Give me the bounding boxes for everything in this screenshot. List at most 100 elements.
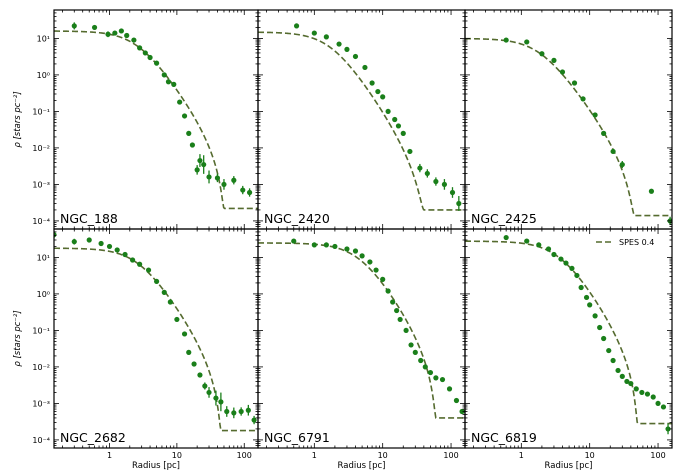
panel-name: NGC_2425	[471, 211, 537, 226]
point-marker	[137, 45, 143, 51]
point-marker	[569, 265, 575, 271]
data-point	[624, 378, 630, 385]
point-marker	[427, 369, 434, 376]
data-point	[563, 260, 569, 266]
point-marker	[433, 375, 439, 381]
point-marker	[601, 130, 607, 136]
data-point	[336, 41, 342, 47]
data-point	[231, 407, 237, 419]
data-point	[375, 88, 381, 95]
point-marker	[359, 253, 365, 259]
data-point	[390, 299, 396, 305]
y-tick-label: 10⁻³	[32, 399, 50, 408]
panel-ngc-2682: 10⁻⁴ 10⁻³ 10⁻² 10⁻¹ 10⁰ 10¹ 1 10 100 Radius [pc] ρ…	[13, 228, 259, 471]
data-point	[551, 251, 557, 258]
panel-name: NGC_6819	[471, 430, 537, 445]
y-tick-label: 10⁻²	[32, 144, 50, 153]
point-marker	[105, 31, 111, 37]
panel-frame	[257, 9, 466, 230]
point-marker	[129, 257, 136, 263]
point-marker	[551, 57, 557, 63]
data-point	[161, 72, 167, 78]
point-marker	[407, 148, 413, 155]
point-marker	[551, 251, 557, 258]
point-marker	[559, 69, 566, 75]
data-point	[574, 272, 580, 279]
data-point	[362, 64, 368, 71]
data-point	[424, 169, 430, 178]
data-point	[206, 170, 212, 184]
point-marker	[161, 72, 167, 78]
point-marker	[142, 50, 148, 56]
point-marker	[231, 410, 237, 416]
data-point	[606, 347, 612, 354]
point-marker	[181, 113, 188, 119]
panel-name: NGC_188	[60, 211, 118, 226]
x-axis-label: Radius [pc]	[132, 461, 180, 471]
data-point	[639, 389, 645, 396]
point-marker	[213, 395, 219, 401]
x-tick-label: 10	[172, 451, 182, 460]
point-marker	[106, 243, 113, 250]
point-marker	[395, 123, 402, 129]
point-marker	[336, 41, 342, 47]
y-tick-label: 10⁻⁴	[32, 436, 50, 445]
data-point	[174, 316, 180, 323]
point-marker	[571, 80, 578, 86]
point-marker	[615, 367, 621, 374]
point-marker	[628, 380, 634, 387]
y-tick-label: 10⁻³	[32, 180, 50, 189]
point-marker	[214, 175, 221, 181]
point-marker	[503, 234, 509, 241]
point-marker	[412, 349, 418, 355]
data-point	[231, 176, 237, 185]
data-point	[619, 161, 625, 169]
data-point	[181, 113, 188, 119]
data-point	[628, 380, 634, 387]
data-point	[106, 243, 113, 250]
point-marker	[153, 278, 160, 285]
data-point	[559, 69, 566, 75]
data-point	[367, 259, 373, 265]
point-marker	[446, 386, 453, 392]
point-marker	[206, 389, 212, 396]
x-tick-label: 10	[585, 451, 595, 460]
data-point	[129, 257, 136, 263]
y-tick-label: 10¹	[37, 34, 50, 43]
point-marker	[619, 373, 625, 379]
point-marker	[574, 272, 580, 279]
data-point	[380, 276, 386, 282]
data-point	[400, 130, 406, 136]
data-point	[352, 248, 359, 254]
y-tick-label: 10⁰	[37, 290, 50, 299]
y-tick-label: 10⁻¹	[32, 326, 50, 335]
point-marker	[633, 386, 639, 392]
data-point	[441, 179, 448, 190]
legend-label: SPES 0.4	[619, 238, 654, 247]
point-marker	[291, 238, 297, 244]
panel-ngc-2420: NGC_2420	[257, 9, 466, 230]
data-point	[369, 80, 375, 86]
data-point	[615, 367, 621, 374]
point-marker	[246, 189, 253, 196]
point-marker	[563, 260, 569, 266]
data-point	[571, 80, 578, 86]
data-point	[551, 57, 557, 63]
data-point	[592, 112, 598, 118]
data-point	[648, 188, 655, 194]
point-marker	[536, 242, 542, 248]
point-marker	[660, 404, 667, 410]
data-point	[578, 284, 584, 291]
data-point	[453, 397, 460, 404]
point-marker	[648, 188, 655, 194]
x-tick-label: 10	[378, 451, 388, 460]
panel-name: NGC_2682	[60, 430, 126, 445]
point-marker	[390, 299, 396, 305]
point-marker	[112, 30, 118, 36]
point-marker	[619, 161, 625, 168]
point-marker	[449, 189, 456, 196]
point-marker	[124, 32, 130, 39]
point-marker	[639, 389, 645, 396]
data-point	[186, 130, 192, 136]
model-curve	[54, 30, 258, 210]
